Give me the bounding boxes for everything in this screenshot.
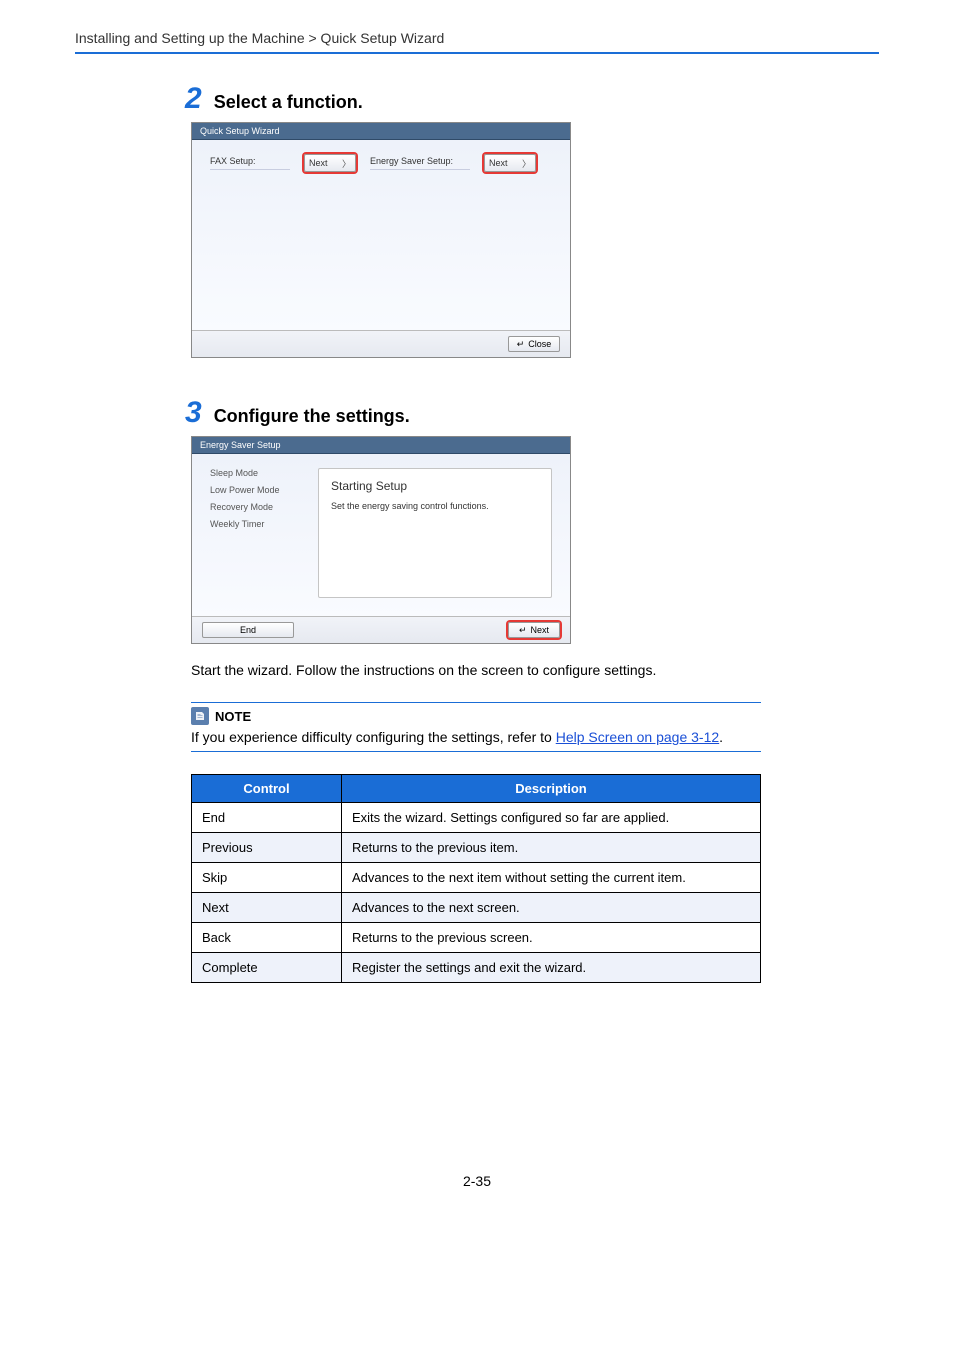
step-title-2: Select a function. [214,92,363,113]
wizard-instruction-text: Start the wizard. Follow the instruction… [191,662,879,678]
wizard-step-list: Sleep Mode Low Power Mode Recovery Mode … [210,468,300,598]
note-text-pre: If you experience difficulty configuring… [191,729,556,745]
cell-control: Previous [192,833,342,863]
card-description: Set the energy saving control functions. [331,501,539,511]
cell-control: Complete [192,953,342,983]
note-label: NOTE [215,709,251,724]
btn-label: Close [528,339,551,349]
note-text-post: . [719,729,723,745]
table-row: Next Advances to the next screen. [192,893,761,923]
chevron-right-icon: 〉 [522,157,531,170]
wizard-step: Low Power Mode [210,485,300,496]
step-2: 2 Select a function. Quick Setup Wizard … [185,84,879,358]
cell-desc: Advances to the next screen. [342,893,761,923]
energy-next-button[interactable]: Next 〉 [484,154,536,172]
cell-control: Skip [192,863,342,893]
cell-control: Back [192,923,342,953]
step-3: 3 Configure the settings. Energy Saver S… [185,398,879,983]
step-number-3: 3 [185,398,202,428]
table-row: Complete Register the settings and exit … [192,953,761,983]
help-screen-link[interactable]: Help Screen on page 3-12 [556,729,719,745]
note-icon [191,707,209,725]
table-row: Back Returns to the previous screen. [192,923,761,953]
btn-label: Next [309,158,328,168]
cell-desc: Returns to the previous screen. [342,923,761,953]
cell-desc: Register the settings and exit the wizar… [342,953,761,983]
fax-next-button[interactable]: Next 〉 [304,154,356,172]
enter-icon: ↵ [519,625,527,636]
wizard-step: Recovery Mode [210,502,300,513]
note-text: If you experience difficulty configuring… [191,729,761,745]
step-number-2: 2 [185,84,202,114]
breadcrumb: Installing and Setting up the Machine > … [75,30,879,46]
table-header-description: Description [342,775,761,803]
header-divider [75,52,879,54]
card-title: Starting Setup [331,479,539,493]
close-button[interactable]: ↵ Close [508,336,560,352]
table-row: Skip Advances to the next item without s… [192,863,761,893]
wizard-step: Weekly Timer [210,519,300,530]
starting-setup-card: Starting Setup Set the energy saving con… [318,468,552,598]
energy-saver-label: Energy Saver Setup: [370,156,470,170]
cell-control: End [192,803,342,833]
quick-setup-wizard-panel: Quick Setup Wizard FAX Setup: Next 〉 Ene… [191,122,571,358]
cell-desc: Exits the wizard. Settings configured so… [342,803,761,833]
btn-label: Next [489,158,508,168]
btn-label: Next [531,625,550,635]
enter-icon: ↵ [517,339,525,350]
page-number: 2-35 [75,1173,879,1189]
table-header-control: Control [192,775,342,803]
fax-setup-label: FAX Setup: [210,156,290,170]
panel-title: Energy Saver Setup [192,437,570,454]
wizard-step: Sleep Mode [210,468,300,479]
chevron-right-icon: 〉 [342,157,351,170]
cell-desc: Advances to the next item without settin… [342,863,761,893]
note-box: NOTE If you experience difficulty config… [191,702,761,752]
cell-desc: Returns to the previous item. [342,833,761,863]
table-row: End Exits the wizard. Settings configure… [192,803,761,833]
table-row: Previous Returns to the previous item. [192,833,761,863]
end-button[interactable]: End [202,622,294,638]
next-button[interactable]: ↵ Next [508,622,560,638]
controls-table: Control Description End Exits the wizard… [191,774,761,983]
energy-saver-setup-panel: Energy Saver Setup Sleep Mode Low Power … [191,436,571,644]
panel-title: Quick Setup Wizard [192,123,570,140]
step-title-3: Configure the settings. [214,406,410,427]
cell-control: Next [192,893,342,923]
